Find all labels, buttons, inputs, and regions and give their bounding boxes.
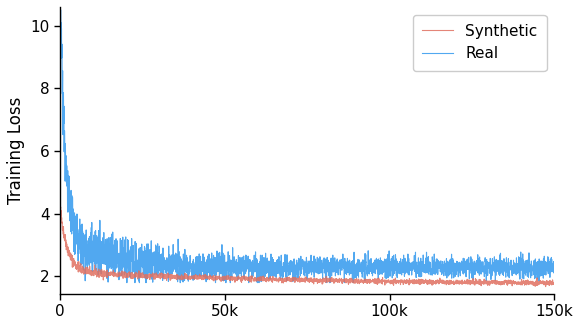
Real <box>268 258 275 262</box>
Synthetic <box>542 285 549 289</box>
Real <box>246 264 253 268</box>
Line: Synthetic: Synthetic <box>60 207 554 287</box>
Real <box>488 266 495 270</box>
Real <box>124 281 130 285</box>
Synthetic <box>113 274 120 277</box>
Synthetic <box>57 205 64 209</box>
Real <box>57 8 64 12</box>
Real <box>113 243 120 247</box>
Synthetic <box>143 273 150 277</box>
Synthetic <box>268 278 275 282</box>
Synthetic <box>550 281 557 285</box>
Synthetic <box>488 280 495 284</box>
Line: Real: Real <box>60 10 554 283</box>
Legend: Synthetic, Real: Synthetic, Real <box>413 15 546 70</box>
Real <box>550 271 557 274</box>
Real <box>541 265 548 269</box>
Synthetic <box>541 281 548 285</box>
Real <box>143 269 150 273</box>
Real <box>57 14 64 18</box>
Y-axis label: Training Loss: Training Loss <box>7 96 25 204</box>
Synthetic <box>246 280 253 284</box>
Synthetic <box>57 218 64 222</box>
